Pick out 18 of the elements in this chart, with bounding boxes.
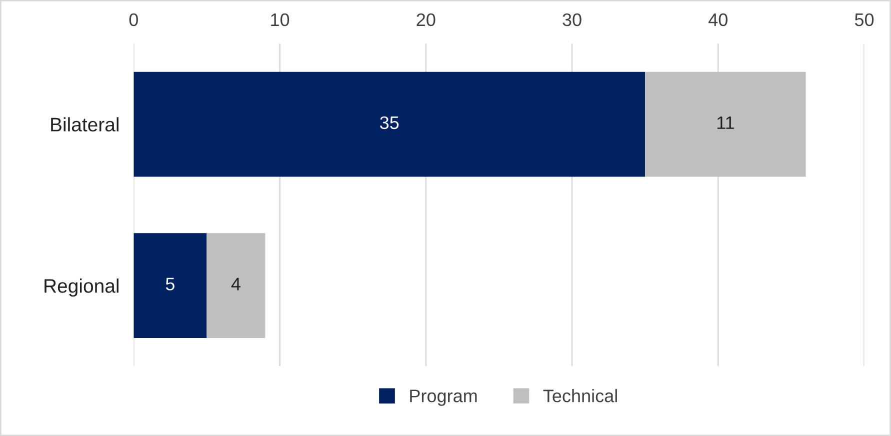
bar (206, 233, 266, 338)
y-tick-label: Bilateral (51, 117, 118, 132)
x-tick-label: 50 (854, 13, 874, 26)
data-label: 35 (380, 116, 399, 130)
bar (134, 72, 646, 177)
y-tick-label: Regional (44, 278, 118, 297)
legend-label: Program (410, 390, 477, 406)
legend-label: Technical (543, 389, 617, 402)
data-label: 4 (231, 278, 240, 290)
x-tick-label: 20 (416, 13, 436, 26)
x-tick-label: 30 (562, 13, 582, 26)
bar (134, 233, 207, 338)
data-label: 5 (166, 278, 174, 290)
data-label: 11 (717, 116, 734, 129)
x-tick-label: 0 (129, 13, 138, 26)
x-tick-label: 40 (708, 13, 728, 26)
bar (645, 72, 806, 177)
x-tick-label: 10 (271, 13, 290, 26)
